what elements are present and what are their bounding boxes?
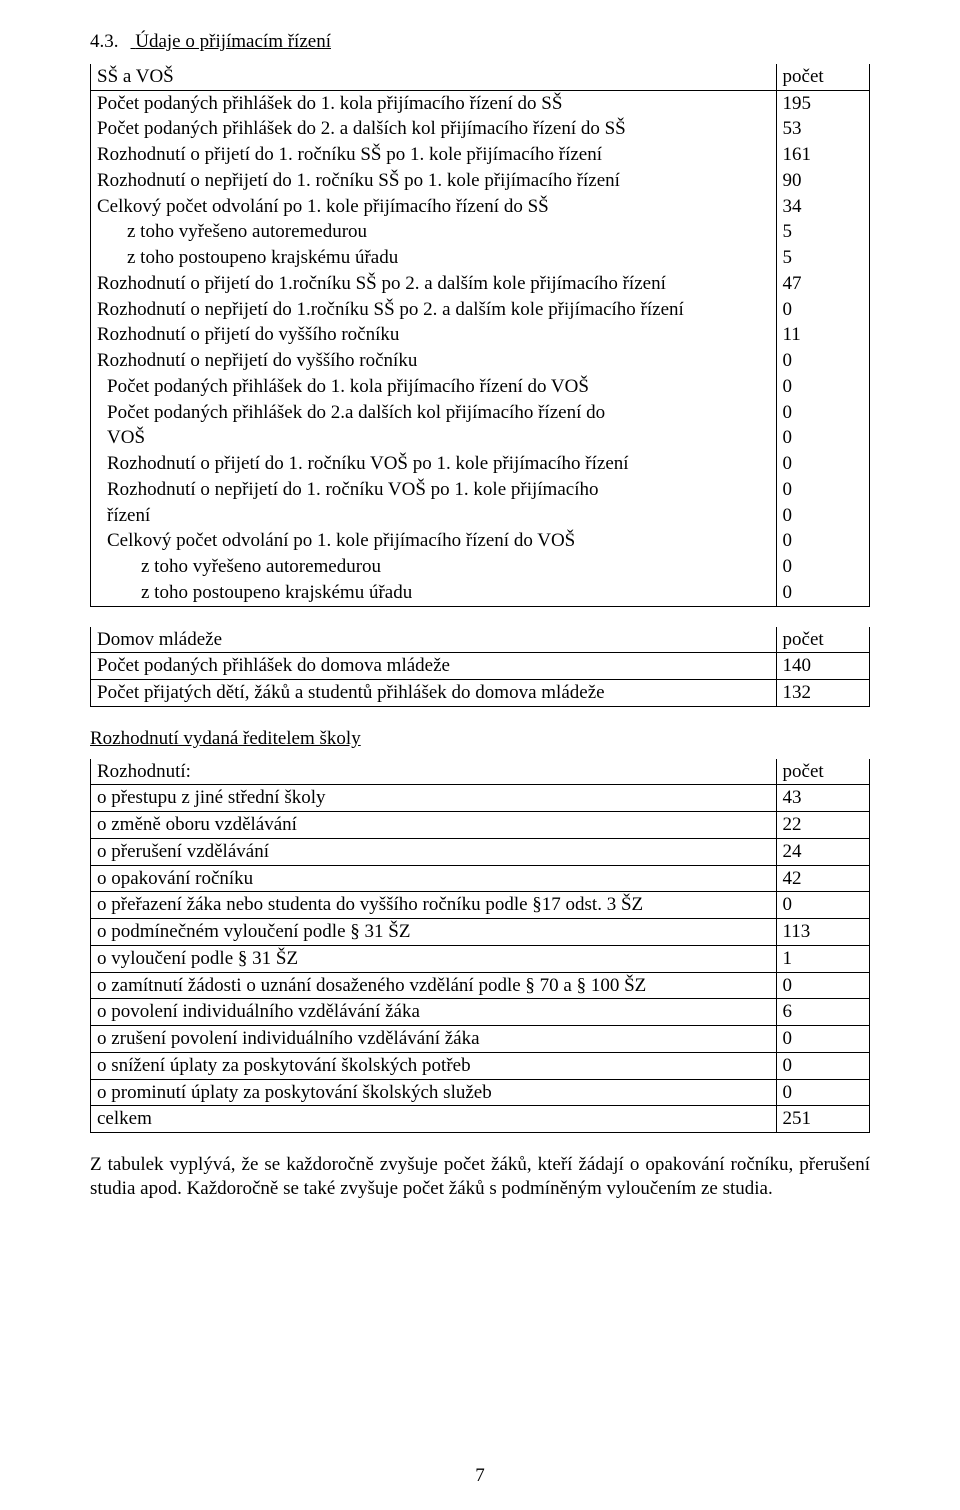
table-domov-mladeze: Domov mládežepočetPočet podaných přihláš… (90, 627, 870, 707)
section-number: 4.3. (90, 30, 119, 54)
subheading: Rozhodnutí vydaná ředitelem školy (90, 727, 870, 751)
table-row-label: Rozhodnutí o přijetí do 1.ročníku SŠ po … (91, 271, 777, 297)
table-row-value: 0 (776, 348, 869, 374)
table-row-value: 195 (776, 90, 869, 116)
table-row-value: 113 (776, 919, 869, 946)
table-row-label: řízení (91, 503, 777, 529)
table-row-label: o změně oboru vzdělávání (91, 812, 777, 839)
table-row-value: 0 (776, 374, 869, 400)
table-row-value: 0 (776, 554, 869, 580)
table-row-value: 42 (776, 865, 869, 892)
table-header-label: Domov mládeže (91, 627, 777, 653)
section-title: Údaje o přijímacím řízení (135, 31, 331, 52)
page: 4.3. Údaje o přijímacím řízení SŠ a VOŠp… (0, 0, 960, 1510)
table-row-label: o podmínečném vyloučení podle § 31 ŠZ (91, 919, 777, 946)
table-row-label: o zamítnutí žádosti o uznání dosaženého … (91, 972, 777, 999)
table-row-label: Rozhodnutí o přijetí do 1. ročníku SŠ po… (91, 142, 777, 168)
table-row-label: Rozhodnutí o nepřijetí do vyššího ročník… (91, 348, 777, 374)
body-paragraph: Z tabulek vyplývá, že se každoročně zvyš… (90, 1153, 870, 1201)
table-header-value: počet (776, 64, 869, 90)
table-row-label: o zrušení povolení individuálního vzdělá… (91, 1026, 777, 1053)
table-row-label: z toho vyřešeno autoremedurou (91, 219, 777, 245)
table-row-value: 34 (776, 194, 869, 220)
table-row-value: 0 (776, 1079, 869, 1106)
table-row-label: Rozhodnutí o nepřijetí do 1. ročníku VOŠ… (91, 477, 777, 503)
table-row-value: 0 (776, 503, 869, 529)
page-number: 7 (0, 1464, 960, 1488)
table-row-value: 0 (776, 425, 869, 451)
table-header-label: Rozhodnutí: (91, 759, 777, 785)
table-row-label: Počet podaných přihlášek do domova mláde… (91, 653, 777, 680)
table-row-label: Rozhodnutí o nepřijetí do 1. ročníku SŠ … (91, 168, 777, 194)
table-row-value: 140 (776, 653, 869, 680)
table-row-value: 0 (776, 297, 869, 323)
table-row-label: Celkový počet odvolání po 1. kole přijím… (91, 528, 777, 554)
table-row-label: z toho vyřešeno autoremedurou (91, 554, 777, 580)
table-row-value: 0 (776, 451, 869, 477)
table-row-label: Celkový počet odvolání po 1. kole přijím… (91, 194, 777, 220)
table-header-label: SŠ a VOŠ (91, 64, 777, 90)
table-row-value: 1 (776, 945, 869, 972)
table-row-value: 6 (776, 999, 869, 1026)
table-row-label: o přestupu z jiné střední školy (91, 785, 777, 812)
table-row-value: 251 (776, 1106, 869, 1133)
table-row-value: 53 (776, 116, 869, 142)
table-row-value: 0 (776, 580, 869, 606)
table-row-value: 5 (776, 245, 869, 271)
table-row-value: 0 (776, 528, 869, 554)
table-row-label: o přeřazení žáka nebo studenta do vyššíh… (91, 892, 777, 919)
table-row-label: Počet podaných přihlášek do 1. kola přij… (91, 90, 777, 116)
table-row-value: 90 (776, 168, 869, 194)
table-row-value: 0 (776, 972, 869, 999)
table-row-label: o opakování ročníku (91, 865, 777, 892)
table-row-value: 24 (776, 838, 869, 865)
table-row-value: 5 (776, 219, 869, 245)
table-row-value: 11 (776, 322, 869, 348)
table-row-value: 43 (776, 785, 869, 812)
table-row-label: Počet podaných přihlášek do 2.a dalších … (91, 400, 777, 426)
table-row-value: 22 (776, 812, 869, 839)
table-row-label: Rozhodnutí o přijetí do 1. ročníku VOŠ p… (91, 451, 777, 477)
table-row-value: 0 (776, 1026, 869, 1053)
table-row-label: Rozhodnutí o nepřijetí do 1.ročníku SŠ p… (91, 297, 777, 323)
table-row-label: o přerušení vzdělávání (91, 838, 777, 865)
table-row-value: 132 (776, 680, 869, 707)
table-rozhodnuti: Rozhodnutí:početo přestupu z jiné středn… (90, 759, 870, 1134)
table-row-value: 0 (776, 400, 869, 426)
table-row-value: 47 (776, 271, 869, 297)
table-row-label: z toho postoupeno krajskému úřadu (91, 580, 777, 606)
table-ss-vos: SŠ a VOŠpočetPočet podaných přihlášek do… (90, 64, 870, 607)
table-row-label: Rozhodnutí o přijetí do vyššího ročníku (91, 322, 777, 348)
table-row-value: 161 (776, 142, 869, 168)
table-row-value: 0 (776, 892, 869, 919)
table-row-label: Počet přijatých dětí, žáků a studentů př… (91, 680, 777, 707)
table-header-value: počet (776, 627, 869, 653)
table-row-label: o povolení individuálního vzdělávání žák… (91, 999, 777, 1026)
table-row-label: Počet podaných přihlášek do 1. kola přij… (91, 374, 777, 400)
table-row-label: o prominutí úplaty za poskytování školsk… (91, 1079, 777, 1106)
table-row-label: VOŠ (91, 425, 777, 451)
section-heading: 4.3. Údaje o přijímacím řízení (90, 30, 870, 54)
table-row-label: celkem (91, 1106, 777, 1133)
table-row-label: o vyloučení podle § 31 ŠZ (91, 945, 777, 972)
table-row-value: 0 (776, 1052, 869, 1079)
table-row-value: 0 (776, 477, 869, 503)
table-row-label: o snížení úplaty za poskytování školskýc… (91, 1052, 777, 1079)
table-row-label: z toho postoupeno krajskému úřadu (91, 245, 777, 271)
table-header-value: počet (776, 759, 869, 785)
table-row-label: Počet podaných přihlášek do 2. a dalších… (91, 116, 777, 142)
